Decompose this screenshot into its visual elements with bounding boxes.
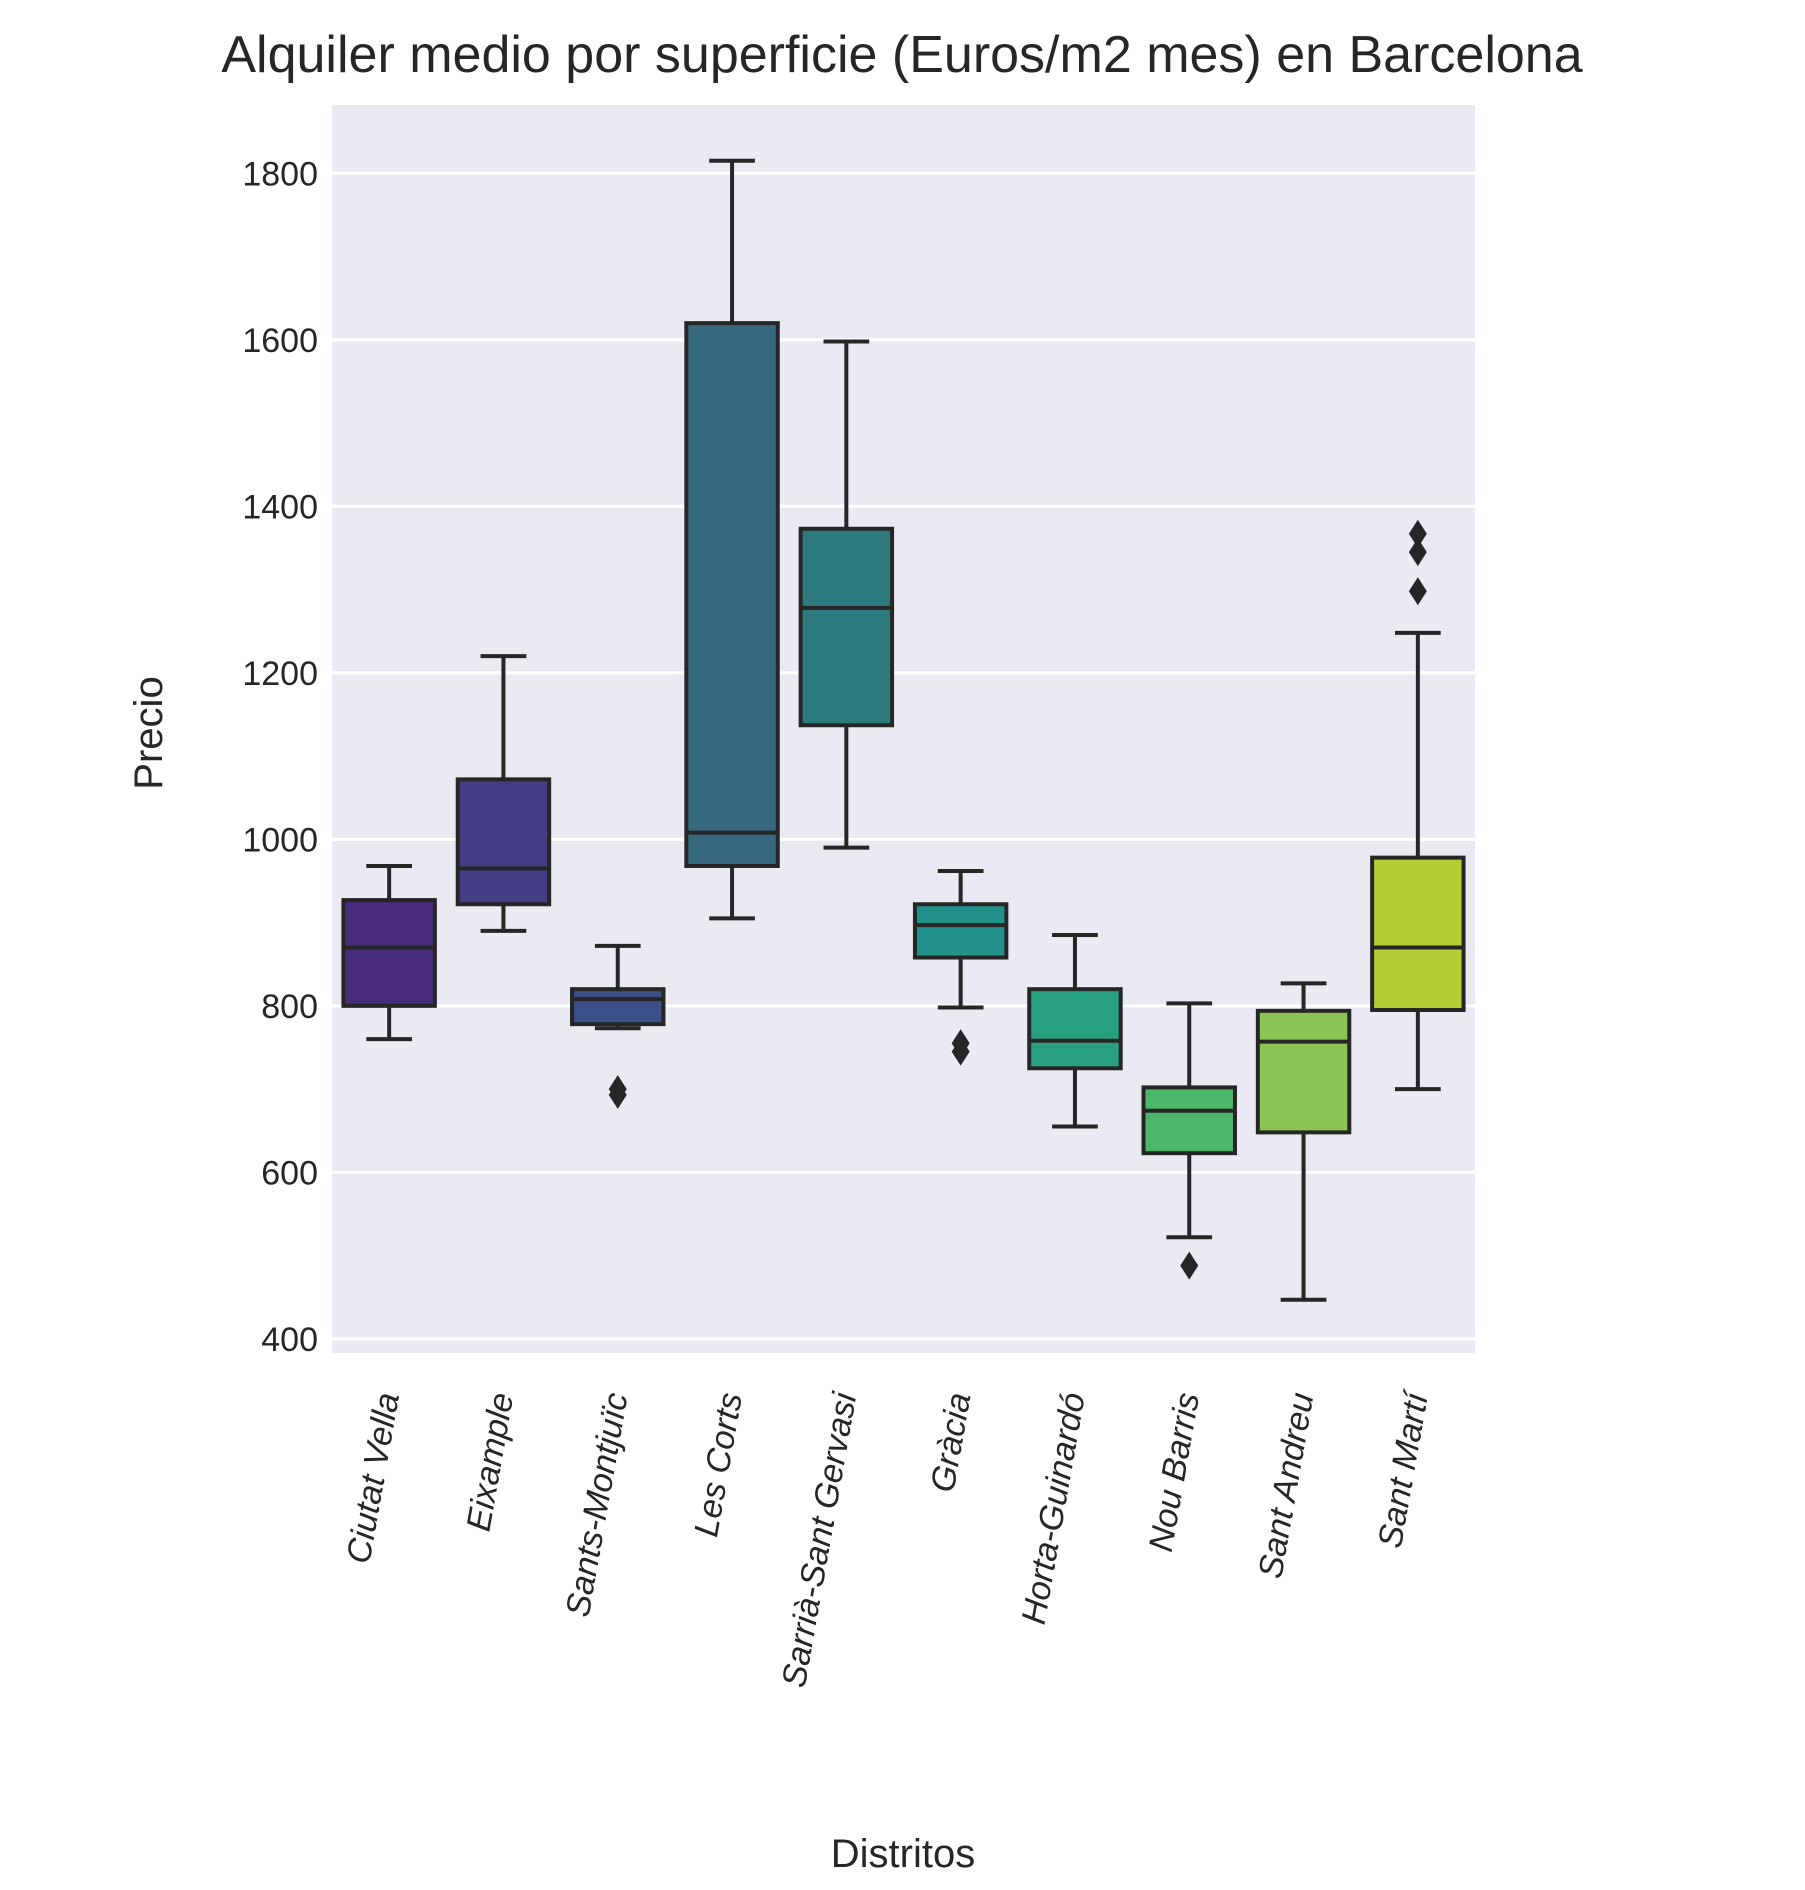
box-series: [341, 158, 1466, 1302]
outlier-point: [1180, 1251, 1199, 1280]
x-tick-label: Horta-Guinardó: [1015, 1390, 1093, 1627]
box-group: [684, 158, 780, 921]
box-group: [570, 943, 666, 1109]
x-tick-label: Les Corts: [687, 1390, 750, 1540]
x-tick-label: Nou Barris: [1142, 1390, 1207, 1555]
outlier-point: [1408, 538, 1427, 567]
x-axis-ticks: Ciutat Vella Eixample Sants-Montjuïc Les Co…: [340, 1386, 1437, 1690]
box-group: [798, 339, 895, 850]
y-tick-label: 1600: [242, 322, 318, 360]
box: [1370, 855, 1466, 1012]
box: [1255, 1008, 1352, 1135]
box-group: [341, 863, 437, 1042]
box-group: [1370, 519, 1466, 1092]
box: [1141, 1085, 1237, 1156]
box-group: [1141, 1001, 1237, 1280]
chart-title: Alquiler medio por superficie (Euros/m2 …: [221, 26, 1582, 84]
box: [570, 987, 666, 1027]
box-group: [455, 654, 552, 933]
x-tick-label: Ciutat Vella: [340, 1390, 407, 1567]
x-tick-label: Sants-Montjuïc: [559, 1390, 636, 1620]
box: [912, 902, 1009, 960]
x-tick-label: Eixample: [460, 1390, 522, 1534]
box: [455, 777, 552, 907]
box: [798, 526, 895, 728]
box-group: [1027, 933, 1123, 1129]
box-group: [912, 868, 1009, 1066]
x-tick-label: Gràcia: [924, 1390, 979, 1495]
outlier-point: [1408, 519, 1427, 548]
y-tick-label: 1200: [242, 655, 318, 693]
y-tick-label: 1000: [242, 821, 318, 859]
y-tick-label: 600: [261, 1154, 318, 1192]
outlier-point: [951, 1029, 970, 1058]
y-tick-label: 800: [261, 988, 318, 1026]
box-group: [1255, 981, 1352, 1302]
y-axis-ticks: 400 600 800 1000 1200 1400 1600 1800: [242, 155, 318, 1359]
y-tick-label: 1800: [242, 155, 318, 193]
x-axis-label: Distritos: [831, 1832, 975, 1876]
outlier-point: [608, 1075, 627, 1104]
x-tick-label: Sant Martí: [1371, 1386, 1436, 1551]
box: [684, 321, 780, 868]
x-tick-label: Sant Andreu: [1251, 1390, 1321, 1582]
y-tick-label: 1400: [242, 488, 318, 526]
y-axis-label: Precio: [127, 676, 171, 789]
outlier-point: [1408, 577, 1427, 606]
y-tick-label: 400: [261, 1321, 318, 1359]
box: [341, 898, 437, 1008]
plot-area: [332, 105, 1475, 1353]
x-tick-label: Sarrià-Sant Gervasi: [775, 1388, 865, 1690]
box: [1027, 987, 1123, 1071]
